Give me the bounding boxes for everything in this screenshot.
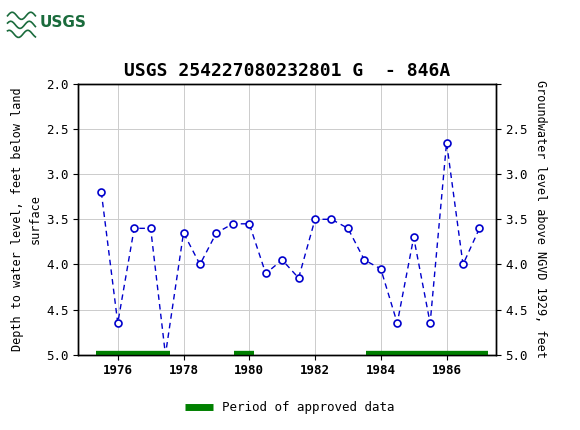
Y-axis label: Groundwater level above NGVD 1929, feet: Groundwater level above NGVD 1929, feet bbox=[534, 80, 547, 358]
Legend: Period of approved data: Period of approved data bbox=[180, 396, 400, 419]
Title: USGS 254227080232801 G  - 846A: USGS 254227080232801 G - 846A bbox=[124, 61, 450, 80]
FancyBboxPatch shape bbox=[5, 4, 106, 41]
Text: USGS: USGS bbox=[40, 15, 87, 30]
Y-axis label: Depth to water level, feet below land
surface: Depth to water level, feet below land su… bbox=[11, 87, 42, 351]
